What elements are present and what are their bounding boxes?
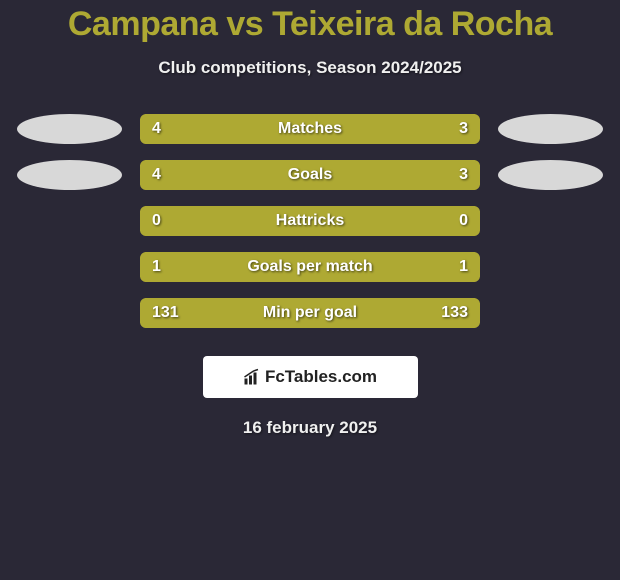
stat-value-left: 4 — [152, 120, 161, 138]
stat-value-right: 0 — [459, 212, 468, 230]
stat-bar: 0 0 Hattricks — [140, 206, 480, 236]
page-title: Campana vs Teixeira da Rocha — [0, 5, 620, 44]
comparison-widget: Campana vs Teixeira da Rocha Club compet… — [0, 0, 620, 438]
stat-value-left: 1 — [152, 258, 161, 276]
logo-text: FcTables.com — [265, 367, 377, 387]
fctables-logo[interactable]: FcTables.com — [203, 356, 418, 398]
stat-bar: 131 133 Min per goal — [140, 298, 480, 328]
oval-spacer — [498, 298, 603, 328]
chart-icon — [243, 368, 261, 386]
bar-fill-right — [334, 160, 480, 190]
oval-spacer — [498, 252, 603, 282]
date-label: 16 february 2025 — [0, 418, 620, 438]
stat-value-right: 1 — [459, 258, 468, 276]
oval-spacer — [17, 206, 122, 236]
stats-rows: 4 3 Matches 4 3 Goals 0 0 Hattricks 1 1 Goals per m… — [0, 114, 620, 328]
stat-bar: 4 3 Matches — [140, 114, 480, 144]
player-oval-right — [498, 160, 603, 190]
stat-row: 4 3 Goals — [0, 160, 620, 190]
stat-value-right: 133 — [441, 304, 468, 322]
stat-label: Min per goal — [263, 304, 357, 322]
player-oval-left — [17, 114, 122, 144]
bar-fill-right — [334, 114, 480, 144]
stat-bar: 4 3 Goals — [140, 160, 480, 190]
oval-spacer — [17, 252, 122, 282]
player-oval-left — [17, 160, 122, 190]
stat-row: 1 1 Goals per match — [0, 252, 620, 282]
stat-label: Hattricks — [276, 212, 344, 230]
stat-value-left: 4 — [152, 166, 161, 184]
stat-label: Goals — [288, 166, 332, 184]
subtitle: Club competitions, Season 2024/2025 — [0, 58, 620, 78]
stat-bar: 1 1 Goals per match — [140, 252, 480, 282]
player-oval-right — [498, 114, 603, 144]
stat-label: Matches — [278, 120, 342, 138]
stat-row: 131 133 Min per goal — [0, 298, 620, 328]
stat-value-left: 131 — [152, 304, 179, 322]
stat-row: 4 3 Matches — [0, 114, 620, 144]
stat-row: 0 0 Hattricks — [0, 206, 620, 236]
oval-spacer — [498, 206, 603, 236]
stat-value-right: 3 — [459, 120, 468, 138]
stat-label: Goals per match — [247, 258, 372, 276]
stat-value-left: 0 — [152, 212, 161, 230]
stat-value-right: 3 — [459, 166, 468, 184]
oval-spacer — [17, 298, 122, 328]
